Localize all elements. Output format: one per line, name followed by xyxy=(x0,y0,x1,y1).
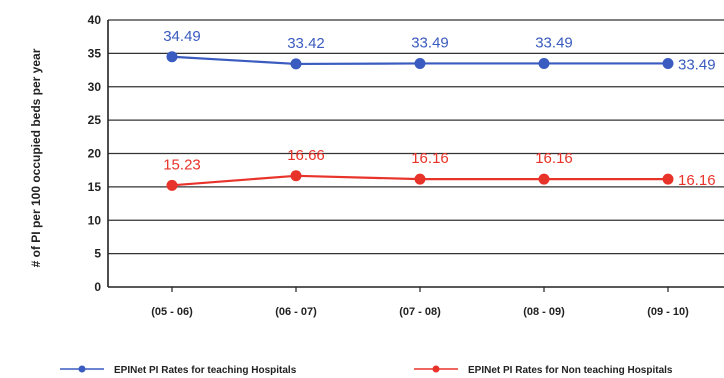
series-1-point-2 xyxy=(414,173,426,185)
series-0-data-label-4: 33.49 xyxy=(678,56,716,73)
x-tick-label-2: (07 - 08) xyxy=(399,306,441,318)
series-1-point-4 xyxy=(662,173,674,185)
series-0-point-0 xyxy=(166,51,178,63)
series-1-point-1 xyxy=(290,170,302,182)
x-tick-label-4: (09 - 10) xyxy=(647,306,689,318)
y-tick-label-10: 10 xyxy=(88,213,102,227)
y-tick-label-0: 0 xyxy=(94,280,101,294)
series-0-point-2 xyxy=(414,57,426,69)
series-1-data-label-0: 15.23 xyxy=(163,156,201,173)
y-tick-label-35: 35 xyxy=(88,46,102,60)
series-0-data-label-3: 33.49 xyxy=(535,34,573,51)
series-0-point-1 xyxy=(290,58,302,70)
series-0-point-3 xyxy=(538,57,550,69)
series-1-point-0 xyxy=(166,179,178,191)
x-tick-label-0: (05 - 06) xyxy=(151,306,193,318)
y-tick-label-20: 20 xyxy=(88,147,102,161)
series-0-point-4 xyxy=(662,57,674,69)
y-tick-label-25: 25 xyxy=(88,113,102,127)
legend-label-1: EPINet PI Rates for Non teaching Hospita… xyxy=(468,365,673,376)
series-1-point-3 xyxy=(538,173,550,185)
series-0-data-label-0: 34.49 xyxy=(163,28,201,45)
series-1-data-label-4: 16.16 xyxy=(678,172,716,189)
legend-marker-1 xyxy=(432,365,440,373)
y-tick-label-15: 15 xyxy=(88,180,102,194)
y-tick-label-30: 30 xyxy=(88,80,102,94)
series-1-data-label-2: 16.16 xyxy=(411,150,449,167)
y-axis-label: # of PI per 100 occupied beds per year xyxy=(29,48,43,267)
y-tick-label-40: 40 xyxy=(88,13,102,27)
series-1-data-label-1: 16.66 xyxy=(287,147,325,164)
x-tick-label-3: (08 - 09) xyxy=(523,306,565,318)
series-0-data-label-1: 33.42 xyxy=(287,35,325,52)
series-0-data-label-2: 33.49 xyxy=(411,34,449,51)
y-tick-label-5: 5 xyxy=(94,247,101,261)
x-tick-label-1: (06 - 07) xyxy=(275,306,317,318)
legend-label-0: EPINet PI Rates for teaching Hospitals xyxy=(114,365,297,376)
legend-marker-0 xyxy=(78,365,86,373)
series-1-data-label-3: 16.16 xyxy=(535,150,573,167)
